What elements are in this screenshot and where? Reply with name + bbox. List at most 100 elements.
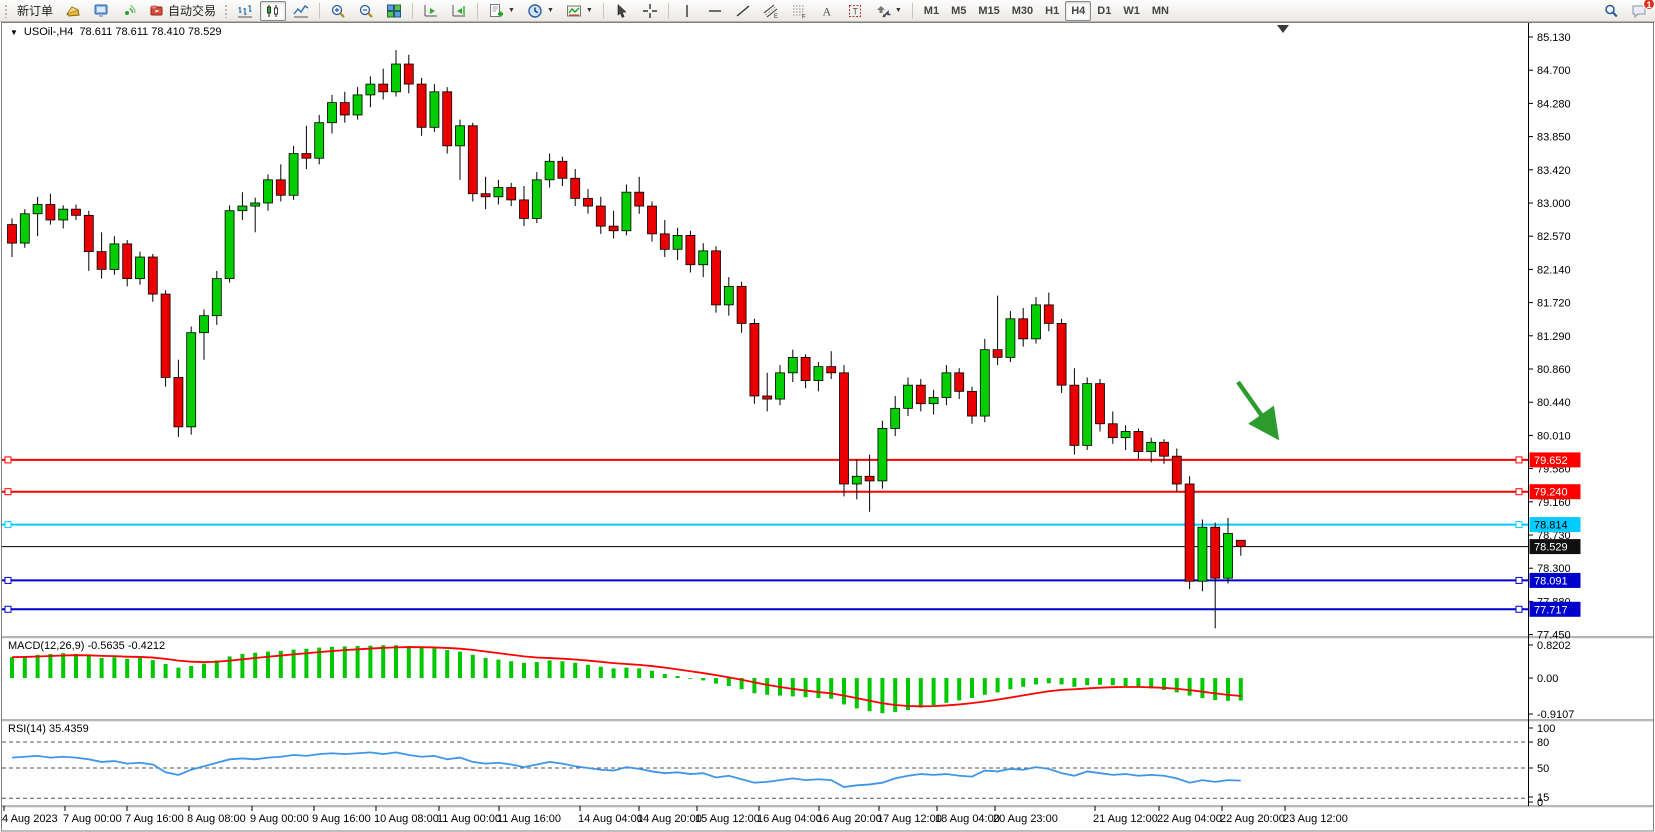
terminal-button[interactable]: [88, 1, 114, 21]
candle-bear: [608, 225, 619, 232]
autotrade-label: 自动交易: [168, 4, 217, 18]
timeframe-button-m5[interactable]: M5: [951, 4, 967, 17]
zoom-in-icon: [331, 4, 345, 18]
time-axis-label: 16 Aug 04:00: [757, 813, 822, 825]
price-badge-label: 78.529: [1534, 542, 1568, 554]
candle-bear: [992, 349, 1003, 358]
crosshair-button[interactable]: [637, 1, 663, 21]
time-axis-label: 15 Aug 12:00: [695, 813, 760, 825]
chevron-down-icon: ▼: [546, 7, 554, 14]
bar-chart-type-button[interactable]: [232, 1, 258, 21]
macd-axis-tick-label: 0.8202: [1537, 640, 1571, 652]
hline-handle[interactable]: [4, 521, 12, 529]
hline-handle[interactable]: [1515, 576, 1523, 584]
text-tool-button[interactable]: A: [814, 1, 840, 21]
chart-window-button[interactable]: [60, 1, 86, 21]
candle-bull: [723, 285, 734, 306]
candle-bear: [160, 293, 171, 378]
hline-handle[interactable]: [4, 576, 12, 584]
trendline-tool-button[interactable]: [730, 1, 756, 21]
candle-bull: [314, 122, 325, 159]
hline-handle[interactable]: [4, 456, 12, 464]
tile-windows-button[interactable]: [381, 1, 407, 21]
candle-bull: [544, 160, 555, 181]
candle-bear: [506, 187, 517, 201]
timeframe-button-mn[interactable]: MN: [1151, 4, 1169, 17]
candle-bear: [557, 160, 568, 179]
candle-bear: [570, 177, 581, 199]
vertical-line-tool-button[interactable]: [674, 1, 700, 21]
cursor-icon: [617, 3, 627, 18]
chart-shift-button[interactable]: [446, 1, 472, 21]
arrows-icon: [876, 5, 891, 17]
time-axis-label: 8 Aug 08:00: [187, 813, 246, 825]
chart-window: [1, 22, 1654, 832]
time-axis-label: 7 Aug 16:00: [125, 813, 184, 825]
candle-bear: [1107, 423, 1118, 439]
hline-handle[interactable]: [1515, 605, 1523, 613]
candle-bear: [122, 243, 133, 280]
hline-handle[interactable]: [4, 605, 12, 613]
fibonacci-tool-button[interactable]: F: [786, 1, 812, 21]
timeframe-button-m15[interactable]: M15: [978, 4, 1000, 17]
candlestick-chart-type-button[interactable]: [260, 0, 287, 21]
candle-bull: [1005, 318, 1016, 358]
candle-bear: [839, 372, 849, 485]
channel-tool-button[interactable]: E: [758, 1, 784, 21]
rsi-indicator-label: RSI(14) 35.4359: [8, 723, 89, 735]
candle-bull: [1146, 441, 1157, 452]
collapse-icon[interactable]: ▼: [10, 27, 18, 37]
hline-handle[interactable]: [1515, 456, 1523, 464]
zoom-out-button[interactable]: [353, 1, 379, 21]
rsi-axis-tick-label: 0: [1537, 797, 1543, 809]
candle-bear: [173, 377, 184, 428]
arrows-tool-button[interactable]: ▼: [870, 1, 907, 21]
indicators-button[interactable]: ▼: [561, 1, 598, 21]
new-chart-button[interactable]: ▼: [483, 1, 520, 21]
zoom-in-button[interactable]: [325, 1, 351, 21]
rsi-axis-tick-label: 15: [1537, 792, 1549, 804]
annotation-arrow[interactable]: [1236, 380, 1280, 441]
candle-bear: [954, 372, 965, 392]
search-button[interactable]: [1598, 1, 1624, 21]
candle-bull: [531, 179, 542, 219]
timeframe-button-m30[interactable]: M30: [1011, 4, 1034, 17]
candle-bear: [915, 384, 926, 405]
periods-button[interactable]: ▼: [522, 1, 559, 21]
label-tool-button[interactable]: T: [842, 1, 868, 21]
new-order-button[interactable]: 新订单: [12, 1, 58, 21]
hline-handle[interactable]: [1515, 521, 1523, 529]
candle-bull: [1120, 431, 1131, 439]
hline-handle[interactable]: [1515, 488, 1523, 496]
horizontal-line-tool-button[interactable]: [702, 1, 728, 21]
timeframe-button-h4[interactable]: H4: [1065, 0, 1092, 21]
notifications-button[interactable]: 1: [1626, 0, 1655, 21]
signal-button[interactable]: [116, 1, 142, 21]
hline-handle[interactable]: [4, 488, 12, 496]
candle-bear: [1184, 483, 1195, 582]
autoscroll-button[interactable]: [418, 1, 444, 21]
time-axis-label: 11 Aug 16:00: [497, 813, 561, 825]
cursor-button[interactable]: [609, 1, 635, 21]
bars-chart-icon: [238, 4, 253, 17]
time-axis-label: 9 Aug 00:00: [250, 813, 309, 825]
candle-bull: [1223, 532, 1233, 579]
autotrade-button[interactable]: 自动交易: [144, 1, 221, 21]
timeframe-button-m1[interactable]: M1: [923, 4, 940, 17]
candle-bear: [826, 366, 837, 374]
terminal-icon: [94, 4, 108, 17]
search-icon: [1605, 4, 1618, 17]
chart-window-icon: [66, 5, 80, 17]
candle-bull: [698, 250, 709, 266]
svg-text:A: A: [822, 4, 831, 18]
timeframe-button-h1[interactable]: H1: [1045, 4, 1060, 17]
candle-bear: [685, 235, 696, 266]
chart-shift-marker[interactable]: [1277, 25, 1289, 33]
chart-title[interactable]: ▼ USOil-,H4 78.611 78.611 78.410 78.529: [10, 26, 222, 38]
candle-bull: [851, 475, 862, 485]
fibonacci-icon: F: [792, 5, 806, 19]
line-chart-type-button[interactable]: [288, 1, 314, 21]
timeframe-button-d1[interactable]: D1: [1097, 4, 1112, 17]
timeframe-button-w1[interactable]: W1: [1123, 4, 1140, 17]
